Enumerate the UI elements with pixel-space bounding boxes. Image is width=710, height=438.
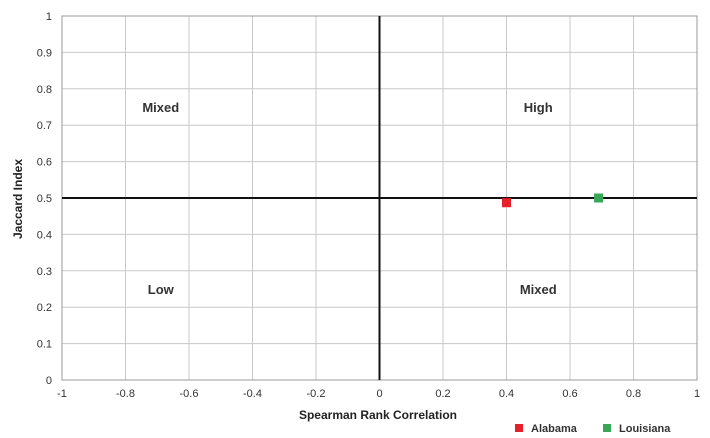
x-tick-label: 1 <box>694 388 700 400</box>
y-tick-label: 0.3 <box>37 266 52 278</box>
y-tick-label: 0.2 <box>37 302 52 314</box>
legend-label-louisiana: Louisiana <box>619 423 671 435</box>
x-tick-label: -0.6 <box>180 388 199 400</box>
y-tick-label: 0.5 <box>37 193 52 205</box>
y-axis-title: Jaccard Index <box>11 159 25 239</box>
quadrant-label: High <box>524 100 553 115</box>
y-tick-label: 1 <box>46 11 52 23</box>
y-tick-label: 0.4 <box>37 229 52 241</box>
point-alabama <box>502 198 511 208</box>
y-tick-label: 0.1 <box>37 339 52 351</box>
legend-label-alabama: Alabama <box>531 423 578 435</box>
reference-lines <box>62 16 697 380</box>
y-axis-ticks: 0 0.1 0.2 0.3 0.4 0.5 0.6 0.7 0.8 0.9 1 <box>37 11 52 387</box>
point-louisiana <box>594 193 604 203</box>
legend: Alabama Louisiana <box>515 423 671 435</box>
x-tick-label: -0.2 <box>307 388 326 400</box>
y-tick-label: 0.6 <box>37 157 52 169</box>
y-tick-label: 0.9 <box>37 47 52 59</box>
quadrant-label: Mixed <box>142 100 179 115</box>
x-tick-label: 0.8 <box>626 388 641 400</box>
data-points <box>502 193 604 208</box>
y-tick-label: 0.8 <box>37 84 52 96</box>
quadrant-label: Mixed <box>520 282 557 297</box>
legend-swatch-louisiana <box>603 424 611 432</box>
x-axis-ticks: -1 -0.8 -0.6 -0.4 -0.2 0 0.2 0.4 0.6 0.8 1 <box>57 388 700 400</box>
x-tick-label: 0.2 <box>435 388 450 400</box>
x-axis-title: Spearman Rank Correlation <box>299 408 457 422</box>
y-tick-label: 0 <box>46 375 52 387</box>
quadrant-label: Low <box>148 282 175 297</box>
x-tick-label: -0.8 <box>116 388 135 400</box>
x-tick-label: 0 <box>376 388 382 400</box>
x-tick-label: 0.4 <box>499 388 514 400</box>
quadrant-labels: Mixed High Low Mixed <box>142 100 556 297</box>
x-tick-label: -1 <box>57 388 67 400</box>
x-tick-label: -0.4 <box>243 388 262 400</box>
x-tick-label: 0.6 <box>562 388 577 400</box>
y-tick-label: 0.7 <box>37 120 52 132</box>
legend-swatch-alabama <box>515 424 523 432</box>
